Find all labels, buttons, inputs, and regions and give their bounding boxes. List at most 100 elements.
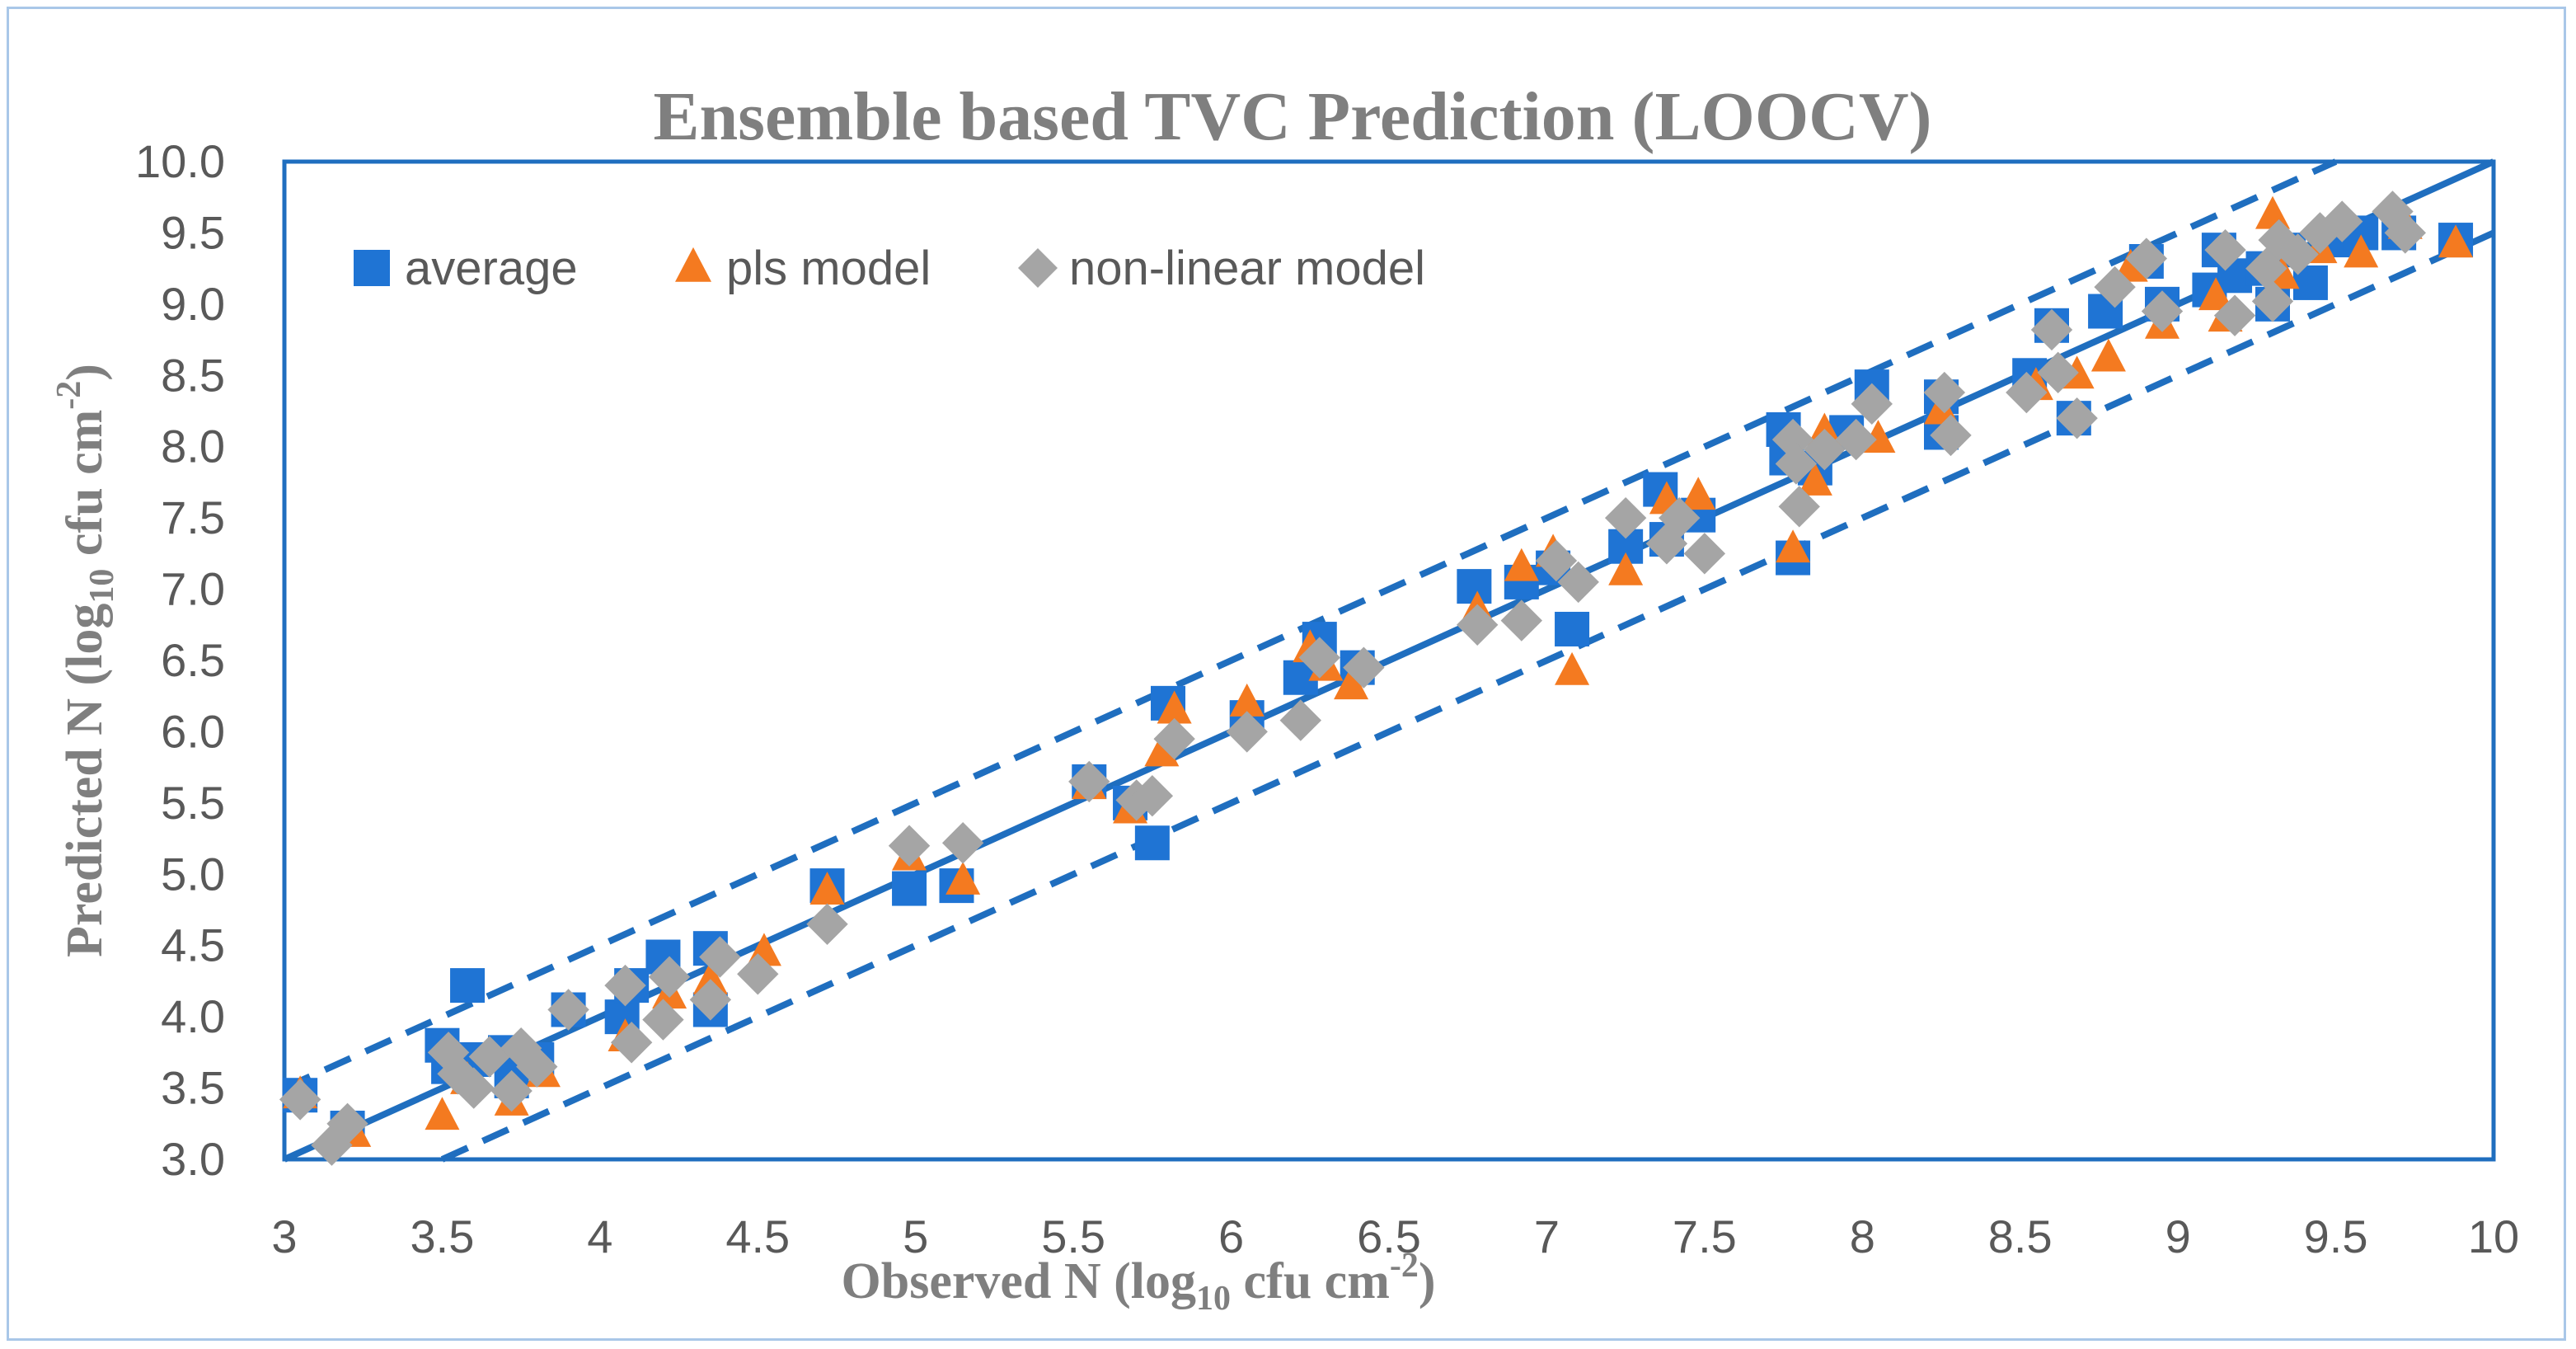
nonlinear-point <box>2321 200 2363 242</box>
pls-point <box>692 961 728 994</box>
nonlinear-point <box>1923 371 1966 414</box>
pls-point <box>1555 651 1590 685</box>
pls-point <box>1608 552 1644 585</box>
nonlinear-point <box>941 822 984 864</box>
nonlinear-point <box>468 1036 511 1078</box>
y-tick-label: 4.5 <box>161 919 225 971</box>
y-tick-label: 10.0 <box>135 135 225 187</box>
y-axis-label-sup: -2 <box>50 381 88 410</box>
average-point <box>1134 825 1170 861</box>
plot-area <box>282 159 2496 1162</box>
average-point <box>1555 611 1590 646</box>
legend-marker-nonlinear <box>1018 248 1058 288</box>
nonlinear-point <box>427 1032 470 1074</box>
legend-label-pls: pls model <box>726 242 931 295</box>
nonlinear-point <box>1775 443 1818 485</box>
nonlinear-point <box>642 999 684 1041</box>
x-axis-label-sub: 10 <box>1196 1280 1231 1318</box>
nonlinear-point <box>1851 383 1893 425</box>
nonlinear-point <box>2056 397 2098 439</box>
nonlinear-point <box>1343 646 1385 689</box>
nonlinear-point <box>2006 371 2048 414</box>
nonlinear-point <box>1500 599 1542 642</box>
nonlinear-point <box>1604 496 1647 539</box>
average-series <box>283 215 2474 1145</box>
nonlinear-point <box>453 1067 495 1109</box>
x-tick-label: 5 <box>903 1210 928 1262</box>
y-tick-label: 6.5 <box>161 634 225 686</box>
nonlinear-point <box>806 903 848 945</box>
y-tick-label: 8.0 <box>161 421 225 472</box>
legend-label-nonlinear: non-linear model <box>1069 242 1425 295</box>
pls-point <box>2255 195 2290 229</box>
y-tick-label: 7.5 <box>161 491 225 543</box>
y-tick-label: 4.0 <box>161 990 225 1042</box>
nonlinear-point <box>547 989 589 1031</box>
y-axis-label-end: cfu cm <box>57 410 113 569</box>
nonlinear-point <box>2277 233 2319 275</box>
y-tick-label: 6.0 <box>161 705 225 757</box>
nonlinear-point <box>1683 533 1726 575</box>
x-tick-label: 4.5 <box>725 1210 790 1262</box>
pls-point <box>1334 666 1369 700</box>
nonlinear-point <box>1279 699 1321 741</box>
nonlinear-point <box>2125 237 2168 280</box>
pls-point <box>2090 338 2126 372</box>
x-tick-label: 7 <box>1534 1210 1560 1262</box>
nonlinear-point <box>610 1022 653 1064</box>
nonlinear-point <box>1298 637 1340 679</box>
nonlinear-point <box>1068 760 1110 803</box>
x-tick-label: 5.5 <box>1041 1210 1105 1262</box>
nonlinear-point <box>490 1069 533 1112</box>
nonlinear-point <box>2094 266 2136 308</box>
x-axis-label-main: Observed N (log <box>842 1253 1197 1309</box>
legend-label-average: average <box>405 242 578 295</box>
x-axis-label-sup: -2 <box>1390 1247 1419 1285</box>
nonlinear-point <box>279 1079 321 1121</box>
lower-bound-line <box>440 229 2495 1163</box>
nonlinear-point <box>500 1027 542 1069</box>
nonlinear-point <box>2037 351 2079 394</box>
average-point <box>892 871 927 906</box>
y-axis-label-main: Predicted N (log <box>57 604 113 957</box>
nonlinear-series <box>279 190 2426 1166</box>
chart-title: Ensemble based TVC Prediction (LOOCV) <box>654 78 1932 155</box>
nonlinear-point <box>2030 308 2073 351</box>
marker-group <box>279 190 2474 1166</box>
y-tick-label: 9.5 <box>161 206 225 258</box>
nonlinear-point <box>888 825 931 867</box>
pls-point <box>1144 733 1180 767</box>
y-tick-label: 3.0 <box>161 1133 225 1185</box>
pls-point <box>1229 683 1265 717</box>
nonlinear-point <box>2141 290 2184 332</box>
nonlinear-point <box>2204 228 2246 271</box>
pls-point <box>1797 462 1832 496</box>
nonlinear-point <box>2213 294 2256 336</box>
y-tick-label: 5.0 <box>161 848 225 900</box>
pls-point <box>1157 690 1192 724</box>
nonlinear-point <box>1131 775 1174 817</box>
nonlinear-point <box>1778 486 1820 528</box>
pls-point <box>809 872 845 905</box>
x-tick-label: 6.5 <box>1357 1210 1421 1262</box>
tick-group: 3 3.5 4 4.5 5 5.5 6 6.5 7 7.5 8 8.5 9 9.5 10 3.0 3.5 4.0 4… <box>135 135 2519 1262</box>
x-tick-label: 3 <box>271 1210 297 1262</box>
nonlinear-point <box>1930 414 1972 457</box>
nonlinear-point <box>2384 212 2426 254</box>
pls-point <box>945 861 981 895</box>
x-tick-label: 9.5 <box>2304 1210 2368 1262</box>
y-axis-label-sub: 10 <box>83 569 121 604</box>
nonlinear-point <box>1153 717 1195 760</box>
identity-line <box>283 158 2495 1163</box>
pls-point <box>2438 224 2474 258</box>
nonlinear-point <box>2251 280 2294 322</box>
pls-point <box>2344 234 2379 268</box>
y-axis-label: Predicted N (log10 cfu cm-2) <box>50 364 121 957</box>
nonlinear-point <box>326 1102 368 1145</box>
nonlinear-point <box>1557 561 1599 604</box>
x-tick-label: 8 <box>1850 1210 1875 1262</box>
y-tick-label: 8.5 <box>161 349 225 401</box>
x-tick-label: 4 <box>587 1210 612 1262</box>
